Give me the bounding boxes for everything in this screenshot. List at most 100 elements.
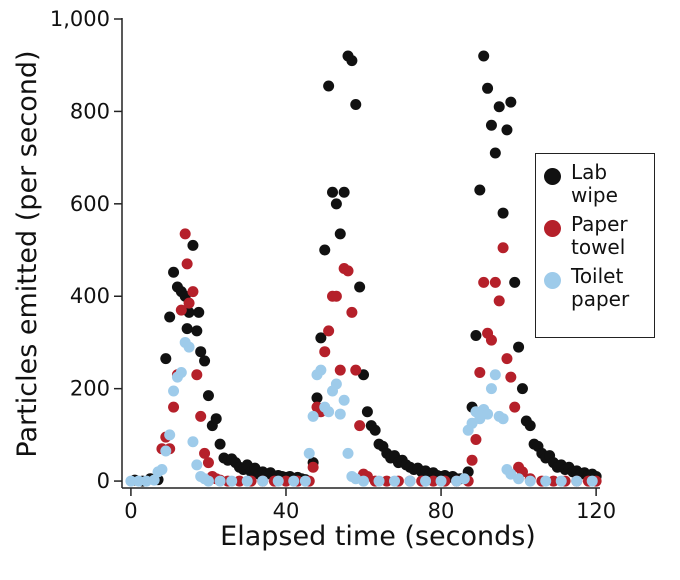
- point: [202, 390, 214, 402]
- point: [168, 266, 180, 278]
- point: [485, 383, 497, 395]
- point: [202, 457, 214, 469]
- point: [195, 410, 207, 422]
- point: [404, 475, 416, 487]
- legend-marker: [544, 272, 561, 289]
- point: [210, 413, 222, 425]
- point: [474, 366, 486, 378]
- point: [323, 406, 335, 418]
- point: [478, 50, 490, 62]
- point: [381, 475, 393, 487]
- point: [571, 475, 583, 487]
- point: [489, 147, 501, 159]
- point: [466, 454, 478, 466]
- point: [187, 286, 199, 298]
- y-tick-label: 800: [70, 99, 110, 123]
- point: [489, 276, 501, 288]
- y-axis-label: Particles emitted (per second): [12, 50, 43, 457]
- point: [354, 281, 366, 293]
- point: [160, 353, 172, 365]
- point: [202, 475, 214, 487]
- point: [175, 366, 187, 378]
- point: [501, 353, 513, 365]
- point: [501, 124, 513, 136]
- point: [524, 475, 536, 487]
- point: [369, 424, 381, 436]
- point: [354, 420, 366, 432]
- y-tick-label: 400: [70, 284, 110, 308]
- legend-entry: Toilet paper: [542, 265, 648, 311]
- point: [497, 207, 509, 219]
- point: [342, 265, 354, 277]
- x-tick-label: 40: [273, 499, 300, 523]
- point: [509, 276, 521, 288]
- point: [427, 475, 439, 487]
- point: [540, 475, 552, 487]
- point: [350, 98, 362, 110]
- point: [319, 244, 331, 256]
- point: [346, 306, 358, 318]
- point: [199, 447, 211, 459]
- point: [334, 364, 346, 376]
- point: [199, 355, 211, 367]
- point: [505, 96, 517, 108]
- point: [505, 371, 517, 383]
- point: [191, 459, 203, 471]
- point: [330, 290, 342, 302]
- point: [214, 438, 226, 450]
- legend-entry: Lab wipe: [542, 161, 648, 207]
- point: [524, 420, 536, 432]
- point: [183, 297, 195, 309]
- point: [272, 475, 284, 487]
- point: [307, 410, 319, 422]
- y-tick-label: 600: [70, 192, 110, 216]
- point: [191, 325, 203, 337]
- point: [547, 475, 559, 487]
- point: [319, 346, 331, 358]
- point: [586, 475, 598, 487]
- point: [435, 475, 447, 487]
- point: [513, 473, 525, 485]
- point: [303, 447, 315, 459]
- legend-entry: Paper towel: [542, 213, 648, 259]
- x-tick-label: 80: [428, 499, 455, 523]
- point: [307, 461, 319, 473]
- point: [193, 306, 205, 318]
- point: [330, 378, 342, 390]
- point: [485, 334, 497, 346]
- point: [148, 474, 160, 486]
- point: [168, 401, 180, 413]
- point: [489, 369, 501, 381]
- point: [338, 186, 350, 198]
- point: [233, 475, 245, 487]
- point: [241, 475, 253, 487]
- point: [482, 408, 494, 420]
- point: [191, 369, 203, 381]
- point: [334, 408, 346, 420]
- point: [516, 383, 528, 395]
- point: [350, 364, 362, 376]
- point: [458, 473, 470, 485]
- point: [420, 475, 432, 487]
- point: [187, 436, 199, 448]
- point: [493, 101, 505, 113]
- point: [361, 406, 373, 418]
- point: [156, 464, 168, 476]
- point: [327, 186, 339, 198]
- point: [179, 228, 191, 240]
- point: [164, 311, 176, 323]
- point: [280, 475, 292, 487]
- point: [513, 341, 525, 353]
- point: [334, 228, 346, 240]
- point: [482, 82, 494, 94]
- point: [497, 413, 509, 425]
- legend-marker: [544, 220, 561, 237]
- legend-label: Paper towel: [571, 212, 628, 259]
- point: [358, 475, 370, 487]
- point: [299, 475, 311, 487]
- legend: Lab wipe Paper towel Toilet paper: [535, 153, 655, 338]
- point: [257, 475, 269, 487]
- y-tick-label: 0: [97, 469, 110, 493]
- point: [323, 325, 335, 337]
